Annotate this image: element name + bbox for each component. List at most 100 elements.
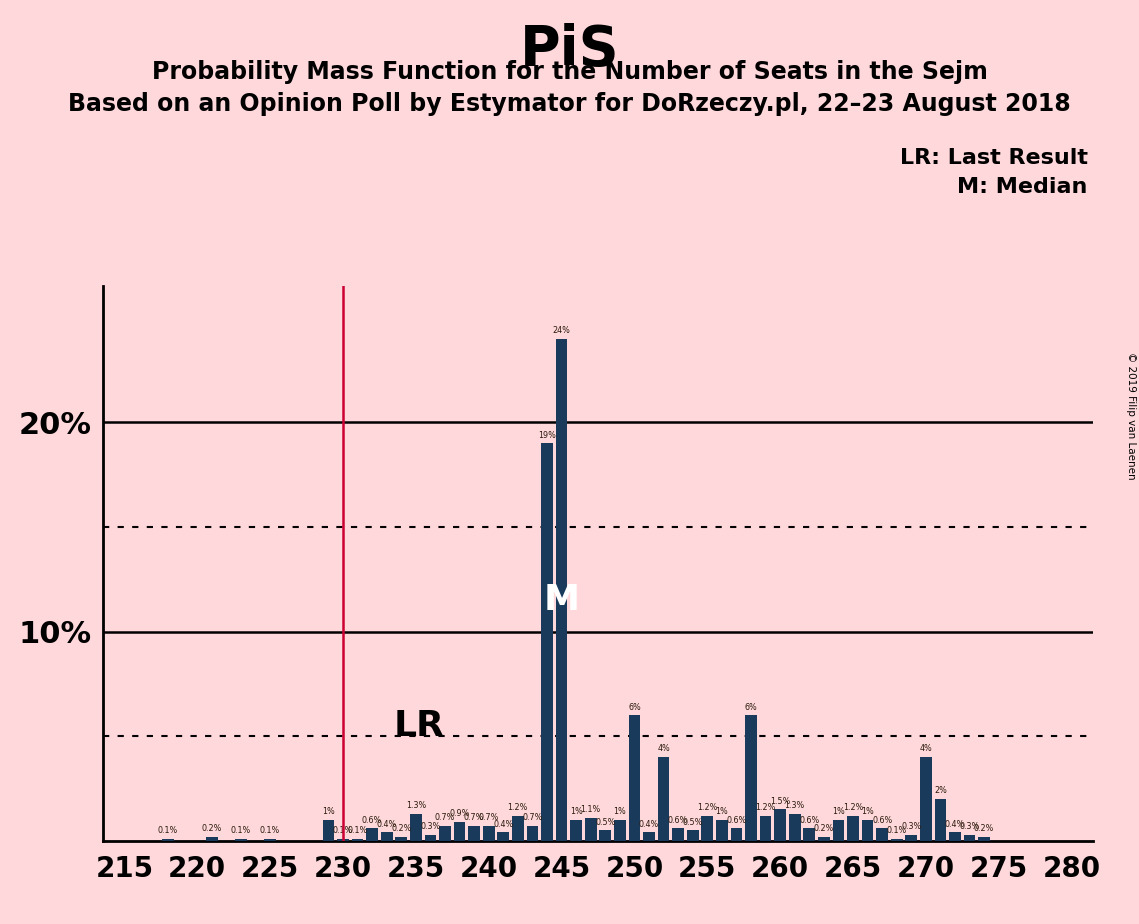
Bar <box>235 839 247 841</box>
Text: 1%: 1% <box>322 808 335 816</box>
Bar <box>716 820 728 841</box>
Text: LR: Last Result: LR: Last Result <box>900 148 1088 168</box>
Text: 0.3%: 0.3% <box>420 821 441 831</box>
Bar <box>367 828 378 841</box>
Text: 1%: 1% <box>715 808 728 816</box>
Bar <box>468 826 480 841</box>
Bar <box>526 826 539 841</box>
Bar <box>644 833 655 841</box>
Text: 24%: 24% <box>552 326 571 335</box>
Bar <box>789 814 801 841</box>
Text: 0.7%: 0.7% <box>435 813 456 822</box>
Text: 0.4%: 0.4% <box>945 820 965 829</box>
Bar <box>775 809 786 841</box>
Text: 4%: 4% <box>919 745 932 753</box>
Text: 2%: 2% <box>934 786 947 796</box>
Bar <box>453 822 466 841</box>
Bar <box>730 828 743 841</box>
Bar <box>657 757 670 841</box>
Bar <box>352 839 363 841</box>
Bar <box>876 828 888 841</box>
Text: 0.6%: 0.6% <box>667 816 688 824</box>
Text: 1.3%: 1.3% <box>785 801 805 809</box>
Bar <box>818 836 829 841</box>
Text: 0.6%: 0.6% <box>872 816 892 824</box>
Bar <box>513 816 524 841</box>
Bar <box>862 820 874 841</box>
Bar <box>803 828 816 841</box>
Text: PiS: PiS <box>519 23 620 77</box>
Bar <box>672 828 683 841</box>
Bar <box>745 715 756 841</box>
Text: 0.6%: 0.6% <box>800 816 819 824</box>
Text: 0.7%: 0.7% <box>478 813 499 822</box>
Bar <box>410 814 421 841</box>
Bar <box>978 836 990 841</box>
Text: 1.2%: 1.2% <box>697 803 718 812</box>
Text: Based on an Opinion Poll by Estymator for DoRzeczy.pl, 22–23 August 2018: Based on an Opinion Poll by Estymator fo… <box>68 92 1071 116</box>
Bar <box>949 833 961 841</box>
Bar <box>906 834 917 841</box>
Text: 0.7%: 0.7% <box>464 813 484 822</box>
Text: 1%: 1% <box>833 808 845 816</box>
Text: 1.5%: 1.5% <box>770 796 790 806</box>
Text: 6%: 6% <box>745 702 757 711</box>
Bar <box>541 444 552 841</box>
Text: 0.2%: 0.2% <box>974 824 994 833</box>
Bar <box>614 820 625 841</box>
Text: 1.2%: 1.2% <box>755 803 776 812</box>
Text: 1.3%: 1.3% <box>405 801 426 809</box>
Text: 0.1%: 0.1% <box>886 826 907 835</box>
Bar <box>483 826 494 841</box>
Text: 0.3%: 0.3% <box>901 821 921 831</box>
Bar <box>322 820 334 841</box>
Text: LR: LR <box>394 709 445 743</box>
Text: 0.4%: 0.4% <box>639 820 659 829</box>
Bar <box>395 836 407 841</box>
Text: 1%: 1% <box>861 808 874 816</box>
Bar <box>629 715 640 841</box>
Text: 0.4%: 0.4% <box>493 820 514 829</box>
Bar <box>264 839 276 841</box>
Text: 19%: 19% <box>538 431 556 440</box>
Text: 0.1%: 0.1% <box>333 826 353 835</box>
Text: 0.2%: 0.2% <box>391 824 411 833</box>
Text: 0.1%: 0.1% <box>347 826 368 835</box>
Text: 1.1%: 1.1% <box>581 805 600 814</box>
Text: M: M <box>543 583 580 617</box>
Text: 0.1%: 0.1% <box>231 826 251 835</box>
Text: 0.4%: 0.4% <box>377 820 396 829</box>
Text: 0.6%: 0.6% <box>727 816 746 824</box>
Bar <box>833 820 844 841</box>
Bar <box>440 826 451 841</box>
Bar <box>206 836 218 841</box>
Text: 0.2%: 0.2% <box>813 824 834 833</box>
Text: 0.6%: 0.6% <box>362 816 383 824</box>
Text: 0.1%: 0.1% <box>158 826 178 835</box>
Bar <box>380 833 393 841</box>
Text: 6%: 6% <box>628 702 641 711</box>
Bar <box>571 820 582 841</box>
Bar <box>891 839 902 841</box>
Bar <box>920 757 932 841</box>
Text: 0.9%: 0.9% <box>450 809 469 819</box>
Bar <box>162 839 174 841</box>
Bar <box>702 816 713 841</box>
Text: 4%: 4% <box>657 745 670 753</box>
Bar <box>935 799 947 841</box>
Text: 0.3%: 0.3% <box>959 821 980 831</box>
Text: Probability Mass Function for the Number of Seats in the Sejm: Probability Mass Function for the Number… <box>151 60 988 84</box>
Text: 1%: 1% <box>570 808 582 816</box>
Bar <box>964 834 975 841</box>
Bar <box>498 833 509 841</box>
Bar <box>687 831 698 841</box>
Bar <box>599 831 612 841</box>
Text: 0.1%: 0.1% <box>260 826 280 835</box>
Bar <box>337 839 349 841</box>
Text: 0.5%: 0.5% <box>682 818 703 827</box>
Text: 0.2%: 0.2% <box>202 824 222 833</box>
Bar <box>556 339 567 841</box>
Text: 0.5%: 0.5% <box>595 818 615 827</box>
Bar <box>847 816 859 841</box>
Text: 1%: 1% <box>614 808 626 816</box>
